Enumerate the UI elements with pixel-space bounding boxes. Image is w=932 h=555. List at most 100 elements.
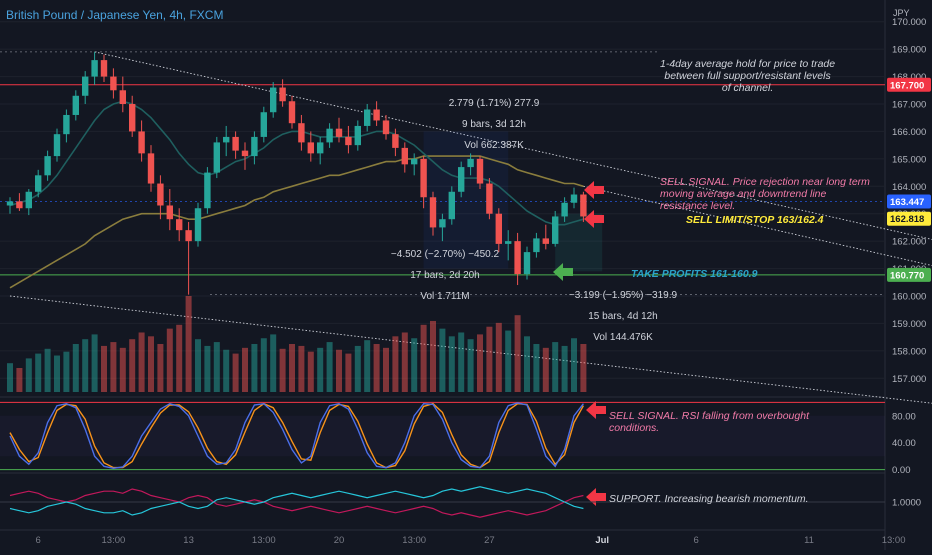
candle-body [138,131,145,154]
candle-body [166,205,173,220]
price-label: 162.818 [890,214,924,225]
volume-bar [157,344,164,392]
candle-body [552,216,559,244]
price-label-box [887,77,931,92]
measurement-volume: Vol 1.711M [420,291,470,302]
candle-body [458,167,465,192]
volume-bar [110,342,117,392]
candle-body [232,136,239,151]
rsi-sell-arrow-icon [586,401,606,419]
volume-bar [542,347,549,392]
volume-bar [533,344,540,392]
candle-body [326,128,333,143]
candle-body [129,104,136,132]
candle-body [345,136,352,146]
sell-arrow-icon [584,181,604,199]
volume-bar [458,332,465,392]
candle-body [270,87,277,113]
price-tick-label: 165.000 [892,154,926,165]
volume-bar [242,347,248,392]
volume-bar [148,336,154,392]
volume-bar [119,347,126,392]
price-tick-label: 168.000 [892,72,926,83]
candle-body [467,158,474,168]
measurement-volume: Vol 144.476K [593,332,653,343]
price-label: 167.700 [890,80,924,91]
time-tick-label: 13:00 [252,535,276,546]
candle-body [354,125,361,146]
volume-bar [223,349,230,392]
volume-bar [91,334,98,392]
target-box [555,213,603,272]
candle-body [335,128,343,137]
price-label-box [887,211,931,226]
volume-bar [373,344,380,392]
time-tick-label: 11 [804,535,814,546]
volume-bar [25,358,32,392]
volume-bar [336,349,342,392]
candle-body [241,150,249,157]
volume-bar [495,322,502,392]
long-moving-average [9,155,584,289]
time-tick-label: 6 [36,535,41,546]
measurement-change: −4.502 (−2.70%) −450.2 [390,249,500,260]
price-label-box [887,267,931,282]
volume-bar [345,353,352,392]
candle-body [53,134,61,157]
volume-bar [411,338,418,392]
volume-bar [439,328,446,392]
volume-bar [101,345,107,392]
volume-bar [7,363,13,392]
candle-body [288,101,296,124]
measurement-bars: 9 bars, 3d 12h [462,119,526,130]
rsi-main-line [9,402,584,470]
time-tick-label: 13:00 [882,535,906,546]
note-hold-annotation: 1-4day average hold for price to trade b… [660,58,836,94]
candle-body [523,252,531,275]
candle-body [176,219,183,231]
price-label-box [887,194,931,209]
time-tick-label: 6 [694,535,699,546]
candle-body [110,76,117,91]
candle-body [100,60,108,77]
sell-signal-price-annotation: SELL SIGNAL. Price rejection near long t… [660,176,870,212]
measurement-change: −3.199 (−1.95%) −319.9 [568,290,678,301]
volume-bar [166,328,173,392]
volume-bar [477,334,483,392]
candle-body [44,156,51,176]
time-tick-label: 13:00 [402,535,426,546]
candle-body [533,238,540,253]
channel-trendline [583,185,932,267]
candle-body [542,238,549,244]
volume-bar [213,342,220,392]
time-tick-label: Jul [595,535,609,546]
candle-body [157,183,164,206]
volume-bar [524,336,530,392]
price-tick-label: 159.000 [892,319,926,330]
channel-trendline [94,51,932,240]
measurement-bars: 15 bars, 4d 12h [588,311,658,322]
candle-body [411,158,418,165]
candle-body [429,197,437,228]
channel-trendline [9,295,932,404]
volume-bar [307,351,314,392]
volume-bar [420,324,427,392]
take-profits-annotation: TAKE PROFITS 161-160.9 [631,268,758,280]
candle-body [204,172,211,209]
measurement-2: −4.502 (−2.70%) −450.2 17 bars, 2d 20h V… [355,244,535,307]
candle-body [82,76,89,96]
time-tick-label: 13:00 [102,535,126,546]
candle-body [213,142,220,173]
volume-bar [54,355,60,392]
candle-body [147,153,155,184]
candle-body [91,60,98,77]
volume-bar [176,324,183,392]
price-axis-label: JPY [893,8,910,18]
volume-bar [317,347,324,392]
support-arrow-icon [553,263,573,281]
time-tick-label: 13 [183,535,194,546]
price-tick-label: 166.000 [892,127,926,138]
volume-bar [16,368,23,392]
